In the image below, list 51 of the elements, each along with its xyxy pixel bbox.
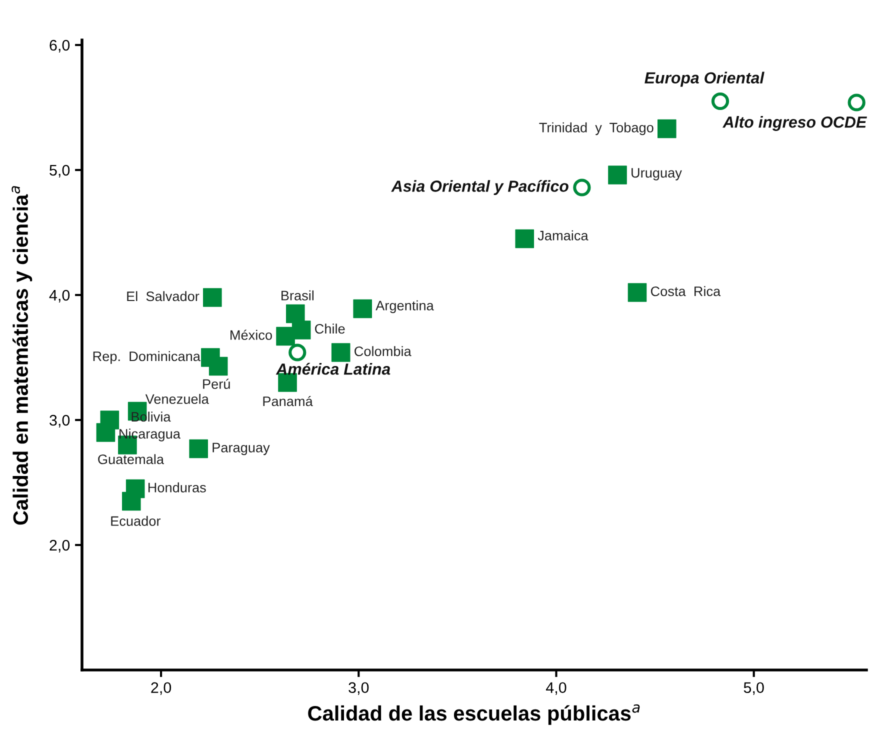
point	[203, 288, 222, 307]
annotation: Alto ingreso OCDE	[722, 116, 867, 131]
annotation: Asia Oriental y Pacífico	[391, 180, 568, 196]
point	[657, 119, 676, 138]
annotation: Costa Rica	[650, 286, 721, 296]
annotation: Rep. Dominicana	[93, 351, 200, 364]
annotation: México	[230, 330, 272, 340]
annotation: Argentina	[376, 300, 434, 314]
point	[353, 299, 372, 318]
point	[515, 229, 534, 248]
annotation: Jamaica	[538, 230, 588, 240]
annotation: Uruguay	[632, 168, 682, 180]
annotation: El Salvador	[127, 291, 200, 302]
annotation: América Latina	[276, 362, 390, 375]
annotation: Perú	[203, 378, 230, 389]
y-tick-label: 5,0	[50, 164, 70, 178]
x-axis-title: Calidad de las escuelas públicas$^{a}$	[308, 704, 640, 725]
point	[288, 344, 306, 362]
point	[96, 423, 116, 442]
y-axis-title: Calidad en matemáticas y ciencia$^{a}$	[12, 186, 32, 525]
y-tick-label: 4,0	[49, 290, 70, 302]
point	[848, 94, 866, 112]
annotation: Trinidad y Tobago	[539, 122, 654, 136]
annotation: Brasil	[282, 290, 314, 300]
point	[573, 178, 591, 196]
y-tick-label: 2,0	[50, 540, 70, 552]
annotation: Europa Oriental	[644, 72, 764, 87]
point	[189, 439, 208, 458]
annotation: Chile	[315, 324, 345, 334]
point	[608, 166, 627, 184]
annotation: Panamá	[263, 396, 313, 406]
x-tick-label: 2,0	[151, 682, 172, 695]
annotation: Honduras	[148, 482, 206, 492]
point	[122, 492, 141, 511]
annotation: Ecuador	[111, 516, 161, 526]
x-tick-label: 4,0	[546, 682, 566, 695]
annotation: Guatemala	[98, 454, 164, 464]
annotation: Colombia	[354, 346, 412, 356]
x-tick-label: 5,0	[744, 682, 764, 695]
point	[276, 326, 295, 346]
point	[628, 283, 647, 302]
point	[331, 343, 350, 362]
annotation: Paraguay	[212, 442, 270, 456]
y-tick-label: 3,0	[50, 414, 70, 428]
point	[208, 356, 228, 376]
annotation: Nicaragua	[120, 428, 180, 442]
point	[711, 92, 730, 110]
x-tick-label: 3,0	[348, 682, 369, 695]
y-tick-label: 6,0	[50, 40, 70, 52]
point	[286, 304, 305, 324]
annotation: Venezuela	[145, 394, 209, 404]
